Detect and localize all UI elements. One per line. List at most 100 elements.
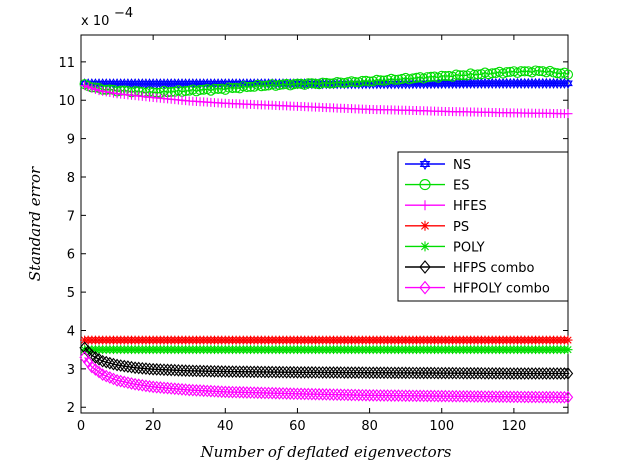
data-point (299, 387, 310, 401)
data-point (140, 379, 152, 393)
data-point (357, 366, 368, 380)
data-point (494, 367, 505, 380)
data-point (303, 366, 314, 379)
data-point (133, 378, 144, 392)
data-point (523, 390, 534, 404)
data-point (454, 389, 465, 403)
data-point (497, 367, 509, 380)
data-point (126, 360, 137, 374)
data-point (94, 86, 104, 96)
data-point (490, 390, 502, 404)
data-point (165, 382, 177, 395)
data-point (389, 389, 401, 402)
data-point (184, 364, 195, 378)
data-point (285, 387, 296, 400)
data-point (479, 366, 491, 380)
y-scale-exponent: −4 (114, 6, 133, 21)
data-point (248, 365, 260, 379)
data-point (259, 80, 271, 91)
data-point (234, 385, 245, 399)
y-tick-label: 4 (67, 324, 75, 339)
data-point (151, 380, 162, 394)
x-tick-label: 20 (145, 419, 162, 434)
data-point (295, 365, 307, 379)
data-point (563, 335, 573, 345)
legend-marker-a (419, 157, 431, 168)
data-point (562, 390, 574, 404)
data-point (328, 366, 339, 379)
data-point (281, 365, 292, 379)
data-point (508, 367, 520, 380)
data-point (458, 389, 469, 403)
x-tick-label: 60 (289, 419, 306, 434)
data-point (198, 84, 209, 95)
data-point (342, 77, 353, 88)
data-point (537, 390, 548, 404)
data-point (137, 361, 148, 375)
data-point (563, 77, 573, 89)
data-point (256, 81, 267, 92)
legend-marker (419, 260, 431, 274)
data-point (548, 67, 559, 78)
data-point (447, 366, 458, 380)
data-point (281, 387, 292, 400)
data-point (465, 366, 476, 380)
data-point (104, 371, 116, 384)
data-point (119, 359, 130, 373)
legend-marker (420, 200, 430, 211)
data-point (407, 73, 418, 84)
data-point (220, 365, 231, 378)
data-point (101, 355, 112, 369)
data-point (223, 385, 235, 399)
data-point (321, 388, 332, 401)
data-point (331, 366, 343, 379)
data-point (360, 388, 372, 402)
data-point (162, 363, 173, 377)
data-point (472, 366, 484, 380)
data-point (548, 390, 559, 404)
data-point (306, 366, 318, 379)
data-point (126, 377, 137, 390)
data-point (230, 385, 242, 399)
data-point (418, 366, 429, 380)
data-point (129, 377, 141, 391)
data-point (487, 68, 498, 79)
data-point (324, 388, 336, 401)
data-point (537, 367, 548, 380)
data-point (523, 367, 534, 380)
data-point (458, 70, 469, 81)
data-point (270, 365, 282, 379)
data-point (454, 70, 465, 81)
data-point (487, 366, 498, 380)
data-point (129, 361, 141, 375)
data-point (505, 390, 516, 404)
data-point (155, 381, 166, 394)
data-point (303, 78, 314, 89)
legend-marker (419, 179, 431, 191)
data-point (375, 75, 386, 86)
data-point (169, 363, 181, 377)
data-point (501, 367, 512, 380)
y-tick-label: 9 (67, 133, 75, 148)
data-point (295, 387, 307, 401)
data-point (238, 365, 249, 379)
data-point (299, 365, 310, 379)
data-point (97, 368, 108, 381)
data-point (266, 365, 278, 379)
data-point (487, 390, 498, 404)
data-point (483, 69, 494, 80)
data-point (465, 390, 476, 403)
data-point (346, 388, 357, 402)
data-point (313, 387, 325, 401)
data-point (105, 87, 115, 97)
data-point (555, 390, 566, 404)
data-point (227, 385, 238, 399)
data-point (541, 367, 552, 380)
x-tick-label: 100 (429, 419, 454, 434)
legend-item: NS (405, 157, 471, 173)
data-point (483, 366, 494, 380)
data-point (292, 365, 303, 379)
data-point (169, 382, 181, 396)
data-point (270, 386, 282, 400)
data-point (429, 366, 440, 380)
